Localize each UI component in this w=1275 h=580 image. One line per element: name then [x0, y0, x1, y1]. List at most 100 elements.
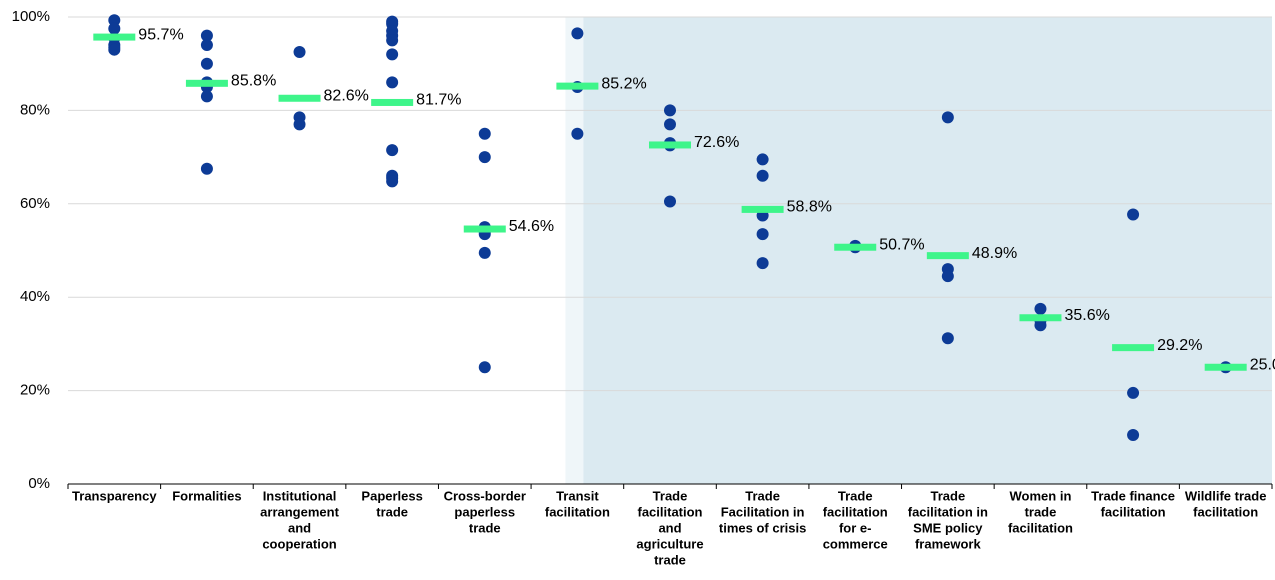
value-label: 72.6% — [694, 134, 739, 151]
data-point — [1127, 208, 1140, 221]
data-point — [478, 361, 491, 374]
x-tick-label: Transparency — [72, 488, 157, 503]
x-tick-label: Transit — [556, 488, 599, 503]
data-point — [293, 118, 306, 131]
x-tick-label: cooperation — [262, 536, 336, 551]
x-tick-label: trade — [376, 504, 408, 519]
data-point — [386, 76, 399, 89]
x-tick-label: facilitation — [1193, 504, 1258, 519]
value-label: 35.6% — [1064, 307, 1109, 324]
x-tick-label: facilitation — [1101, 504, 1166, 519]
data-point — [941, 332, 954, 345]
average-marker — [463, 225, 506, 233]
x-tick-label: trade — [469, 520, 501, 535]
data-point — [756, 169, 769, 182]
average-marker — [926, 252, 969, 260]
data-point — [1034, 302, 1047, 315]
average-marker — [556, 82, 599, 90]
value-label: 29.2% — [1157, 337, 1202, 354]
x-tick-label: Trade finance — [1091, 488, 1175, 503]
data-point — [664, 104, 676, 117]
x-tick-label: paperless — [454, 504, 515, 519]
value-label: 85.2% — [601, 75, 646, 92]
x-tick-label: for e- — [839, 520, 872, 535]
value-label: 81.7% — [416, 92, 461, 109]
average-marker — [834, 243, 877, 251]
x-tick-label: Institutional — [263, 488, 337, 503]
x-tick-label: Formalities — [172, 488, 241, 503]
data-point — [571, 27, 584, 40]
x-tick-label: framework — [915, 536, 982, 551]
y-tick-label: 80% — [20, 101, 50, 118]
data-point — [478, 127, 491, 140]
x-tick-label: Paperless — [361, 488, 422, 503]
x-tick-label: Facilitation in — [721, 504, 805, 519]
x-tick-label: facilitation — [637, 504, 702, 519]
x-tick-label: Women in — [1010, 488, 1072, 503]
x-tick-label: facilitation — [1008, 520, 1073, 535]
x-tick-label: facilitation — [823, 504, 888, 519]
x-tick-label: trade — [1025, 504, 1057, 519]
data-point — [1127, 428, 1140, 441]
x-tick-label: trade — [654, 552, 686, 567]
data-point — [664, 118, 676, 131]
x-tick-label: Wildlife trade — [1185, 488, 1267, 503]
average-marker — [93, 33, 136, 41]
data-point — [1034, 319, 1047, 332]
value-label: 48.9% — [972, 245, 1017, 262]
value-label: 25.0% — [1250, 356, 1275, 373]
average-marker — [1112, 344, 1155, 352]
shaded-region — [583, 17, 1272, 484]
x-tick-label: and — [658, 520, 681, 535]
data-point — [200, 162, 213, 175]
x-tick-label: Trade — [931, 488, 966, 503]
data-point — [200, 57, 213, 70]
value-label: 85.8% — [231, 73, 276, 90]
average-marker — [1019, 314, 1062, 322]
x-tick-label: Trade — [653, 488, 688, 503]
average-marker — [371, 98, 414, 106]
value-label: 82.6% — [324, 87, 369, 104]
data-point — [756, 228, 769, 241]
y-tick-label: 20% — [20, 382, 50, 399]
data-point — [386, 48, 399, 61]
x-tick-label: Trade — [838, 488, 873, 503]
data-point — [664, 195, 676, 208]
average-marker — [185, 79, 228, 87]
data-point — [108, 22, 121, 35]
data-point — [1127, 386, 1140, 399]
x-tick-label: facilitation — [545, 504, 610, 519]
data-point — [478, 151, 491, 164]
average-marker — [649, 141, 691, 149]
x-tick-label: agriculture — [636, 536, 703, 551]
value-label: 58.8% — [787, 199, 832, 216]
value-label: 54.6% — [509, 218, 554, 235]
x-tick-label: Cross-border — [444, 488, 526, 503]
average-marker — [1204, 363, 1247, 371]
y-tick-label: 0% — [28, 475, 50, 492]
data-point — [386, 34, 399, 47]
value-label: 50.7% — [879, 236, 924, 253]
average-marker — [741, 205, 784, 213]
data-point — [941, 111, 954, 124]
x-tick-label: Trade — [745, 488, 780, 503]
data-point — [293, 46, 306, 59]
y-tick-label: 60% — [20, 195, 50, 212]
data-point — [200, 39, 213, 52]
data-point — [200, 90, 213, 103]
x-tick-label: times of crisis — [719, 520, 806, 535]
data-point — [386, 175, 399, 188]
data-point — [200, 29, 213, 42]
y-tick-label: 40% — [20, 288, 50, 305]
data-point — [108, 14, 121, 27]
data-point — [756, 257, 769, 270]
x-tick-label: facilitation in — [908, 504, 988, 519]
data-point — [571, 127, 584, 140]
value-label: 95.7% — [138, 26, 183, 43]
data-point — [108, 43, 121, 56]
data-point — [478, 246, 491, 259]
data-point — [941, 270, 954, 283]
x-tick-label: SME policy — [913, 520, 983, 535]
average-marker — [278, 94, 321, 102]
